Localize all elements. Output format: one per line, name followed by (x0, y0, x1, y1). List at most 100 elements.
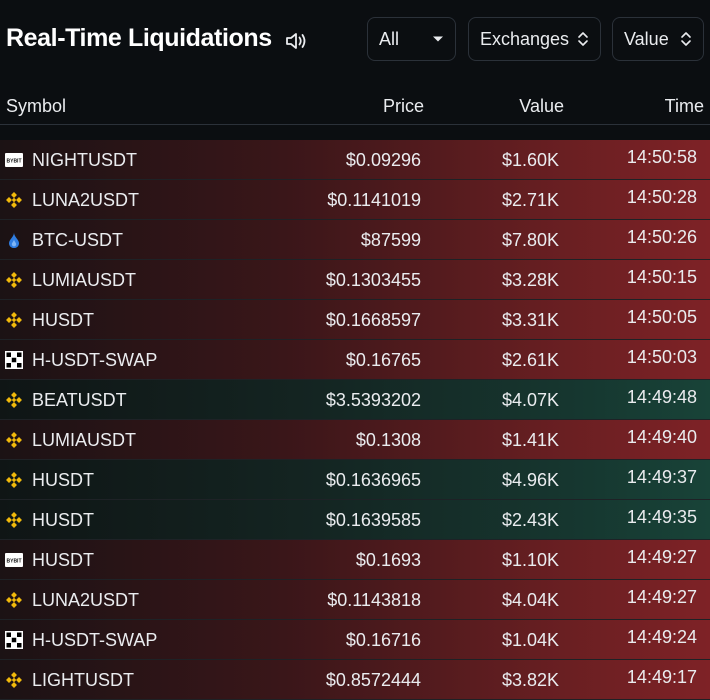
row-symbol: HUSDT (32, 470, 94, 490)
table-row[interactable]: LUNA2USDT $0.1143818 $4.04K 14:49:27 (0, 580, 710, 620)
row-value: $4.07K (501, 390, 559, 410)
binance-icon (5, 471, 23, 489)
row-price: $0.1693 (355, 550, 421, 570)
row-symbol: BEATUSDT (32, 390, 127, 410)
binance-icon (5, 511, 23, 529)
table-row[interactable]: LUNA2USDT $0.1141019 $2.71K 14:50:28 (0, 180, 710, 220)
row-value: $3.28K (501, 270, 559, 290)
sort-updown-icon (577, 30, 589, 48)
row-symbol: HUSDT (32, 310, 94, 330)
row-price: $0.1639585 (325, 510, 421, 530)
row-price: $87599 (360, 230, 421, 250)
table-row[interactable]: H-USDT-SWAP $0.16716 $1.04K 14:49:24 (0, 620, 710, 660)
row-time: 14:50:26 (626, 227, 697, 247)
row-value: $3.31K (501, 310, 559, 330)
filter-all-dropdown[interactable]: All (367, 17, 456, 61)
row-time: 14:49:27 (626, 547, 697, 567)
filter-exchanges-select[interactable]: Exchanges (468, 17, 601, 61)
table-row[interactable]: HUSDT $0.1639585 $2.43K 14:49:35 (0, 500, 710, 540)
row-time: 14:49:35 (626, 507, 697, 527)
table-row[interactable]: LUMIAUSDT $0.1303455 $3.28K 14:50:15 (0, 260, 710, 300)
table-row[interactable]: HUSDT $0.1636965 $4.96K 14:49:37 (0, 460, 710, 500)
table-row[interactable]: LUMIAUSDT $0.1308 $1.41K 14:49:40 (0, 420, 710, 460)
hyperliquid-icon (5, 231, 23, 249)
column-header-value: Value (519, 96, 564, 116)
table-row[interactable]: BEATUSDT $3.5393202 $4.07K 14:49:48 (0, 380, 710, 420)
bybit-icon: BYBIT (5, 551, 23, 569)
row-symbol: BTC-USDT (32, 230, 123, 250)
binance-icon (5, 591, 23, 609)
table-row[interactable]: H-USDT-SWAP $0.16765 $2.61K 14:50:03 (0, 340, 710, 380)
row-price: $0.09296 (345, 150, 421, 170)
row-time: 14:50:58 (626, 147, 697, 167)
row-value: $2.43K (501, 510, 559, 530)
filter-value-select[interactable]: Value (612, 17, 704, 61)
row-price: $0.1668597 (325, 310, 421, 330)
table-header: Symbol Price Value Time (0, 86, 710, 125)
row-time: 14:49:27 (626, 587, 697, 607)
row-symbol: LUMIAUSDT (32, 430, 137, 450)
row-symbol: HUSDT (32, 510, 94, 530)
row-symbol: LUNA2USDT (32, 190, 140, 210)
sort-updown-icon (680, 30, 692, 48)
row-time: 14:50:03 (626, 347, 697, 367)
row-value: $1.04K (501, 630, 559, 650)
row-price: $0.1141019 (327, 190, 421, 210)
binance-icon (5, 431, 23, 449)
row-value: $2.71K (501, 190, 559, 210)
row-price: $3.5393202 (325, 390, 421, 410)
row-symbol: LIGHTUSDT (32, 670, 135, 690)
table-row[interactable]: LIGHTUSDT $0.8572444 $3.82K 14:49:17 (0, 660, 710, 700)
row-time: 14:49:40 (626, 427, 697, 447)
row-price: $0.8572444 (325, 670, 421, 690)
binance-icon (5, 311, 23, 329)
row-value: $4.96K (501, 470, 559, 490)
row-value: $2.61K (501, 350, 559, 370)
filter-value-label: Value (624, 28, 669, 49)
row-price: $0.1303455 (325, 270, 421, 290)
row-time: 14:49:37 (626, 467, 697, 487)
table-row[interactable]: HUSDT $0.1668597 $3.31K 14:50:05 (0, 300, 710, 340)
binance-icon (5, 271, 23, 289)
header: Real-Time Liquidations All Exchanges Val… (0, 0, 710, 80)
row-symbol: H-USDT-SWAP (32, 630, 158, 650)
table-row[interactable]: BYBIT NIGHTUSDT $0.09296 $1.60K 14:50:58 (0, 140, 710, 180)
caret-down-icon (432, 35, 444, 43)
row-value: $4.04K (501, 590, 559, 610)
row-time: 14:49:24 (626, 627, 697, 647)
row-value: $3.82K (501, 670, 559, 690)
column-header-symbol: Symbol (6, 96, 67, 116)
binance-icon (5, 191, 23, 209)
svg-text:BYBIT: BYBIT (7, 559, 22, 565)
row-value: $1.60K (501, 150, 559, 170)
table-row[interactable]: BYBIT HUSDT $0.1693 $1.10K 14:49:27 (0, 540, 710, 580)
svg-text:BYBIT: BYBIT (7, 159, 22, 165)
row-time: 14:50:15 (626, 267, 697, 287)
row-price: $0.1308 (355, 430, 421, 450)
row-time: 14:49:17 (626, 667, 697, 687)
row-time: 14:50:28 (626, 187, 697, 207)
row-value: $7.80K (501, 230, 559, 250)
column-header-time: Time (664, 96, 704, 116)
okx-icon (5, 351, 23, 369)
row-symbol: HUSDT (32, 550, 94, 570)
row-value: $1.41K (501, 430, 559, 450)
page-title: Real-Time Liquidations (6, 24, 272, 52)
filter-exchanges-label: Exchanges (480, 28, 570, 49)
row-time: 14:49:48 (626, 387, 697, 407)
row-symbol: NIGHTUSDT (32, 150, 137, 170)
row-symbol: LUMIAUSDT (32, 270, 137, 290)
binance-icon (5, 671, 23, 689)
row-price: $0.16716 (345, 630, 421, 650)
row-price: $0.1636965 (325, 470, 421, 490)
column-header-price: Price (382, 96, 424, 116)
sound-icon[interactable] (284, 29, 308, 53)
filter-all-label: All (379, 28, 400, 49)
row-symbol: H-USDT-SWAP (32, 350, 158, 370)
row-price: $0.1143818 (327, 590, 421, 610)
table-row[interactable]: BTC-USDT $87599 $7.80K 14:50:26 (0, 220, 710, 260)
binance-icon (5, 391, 23, 409)
row-symbol: LUNA2USDT (32, 590, 140, 610)
row-price: $0.16765 (345, 350, 421, 370)
okx-icon (5, 631, 23, 649)
